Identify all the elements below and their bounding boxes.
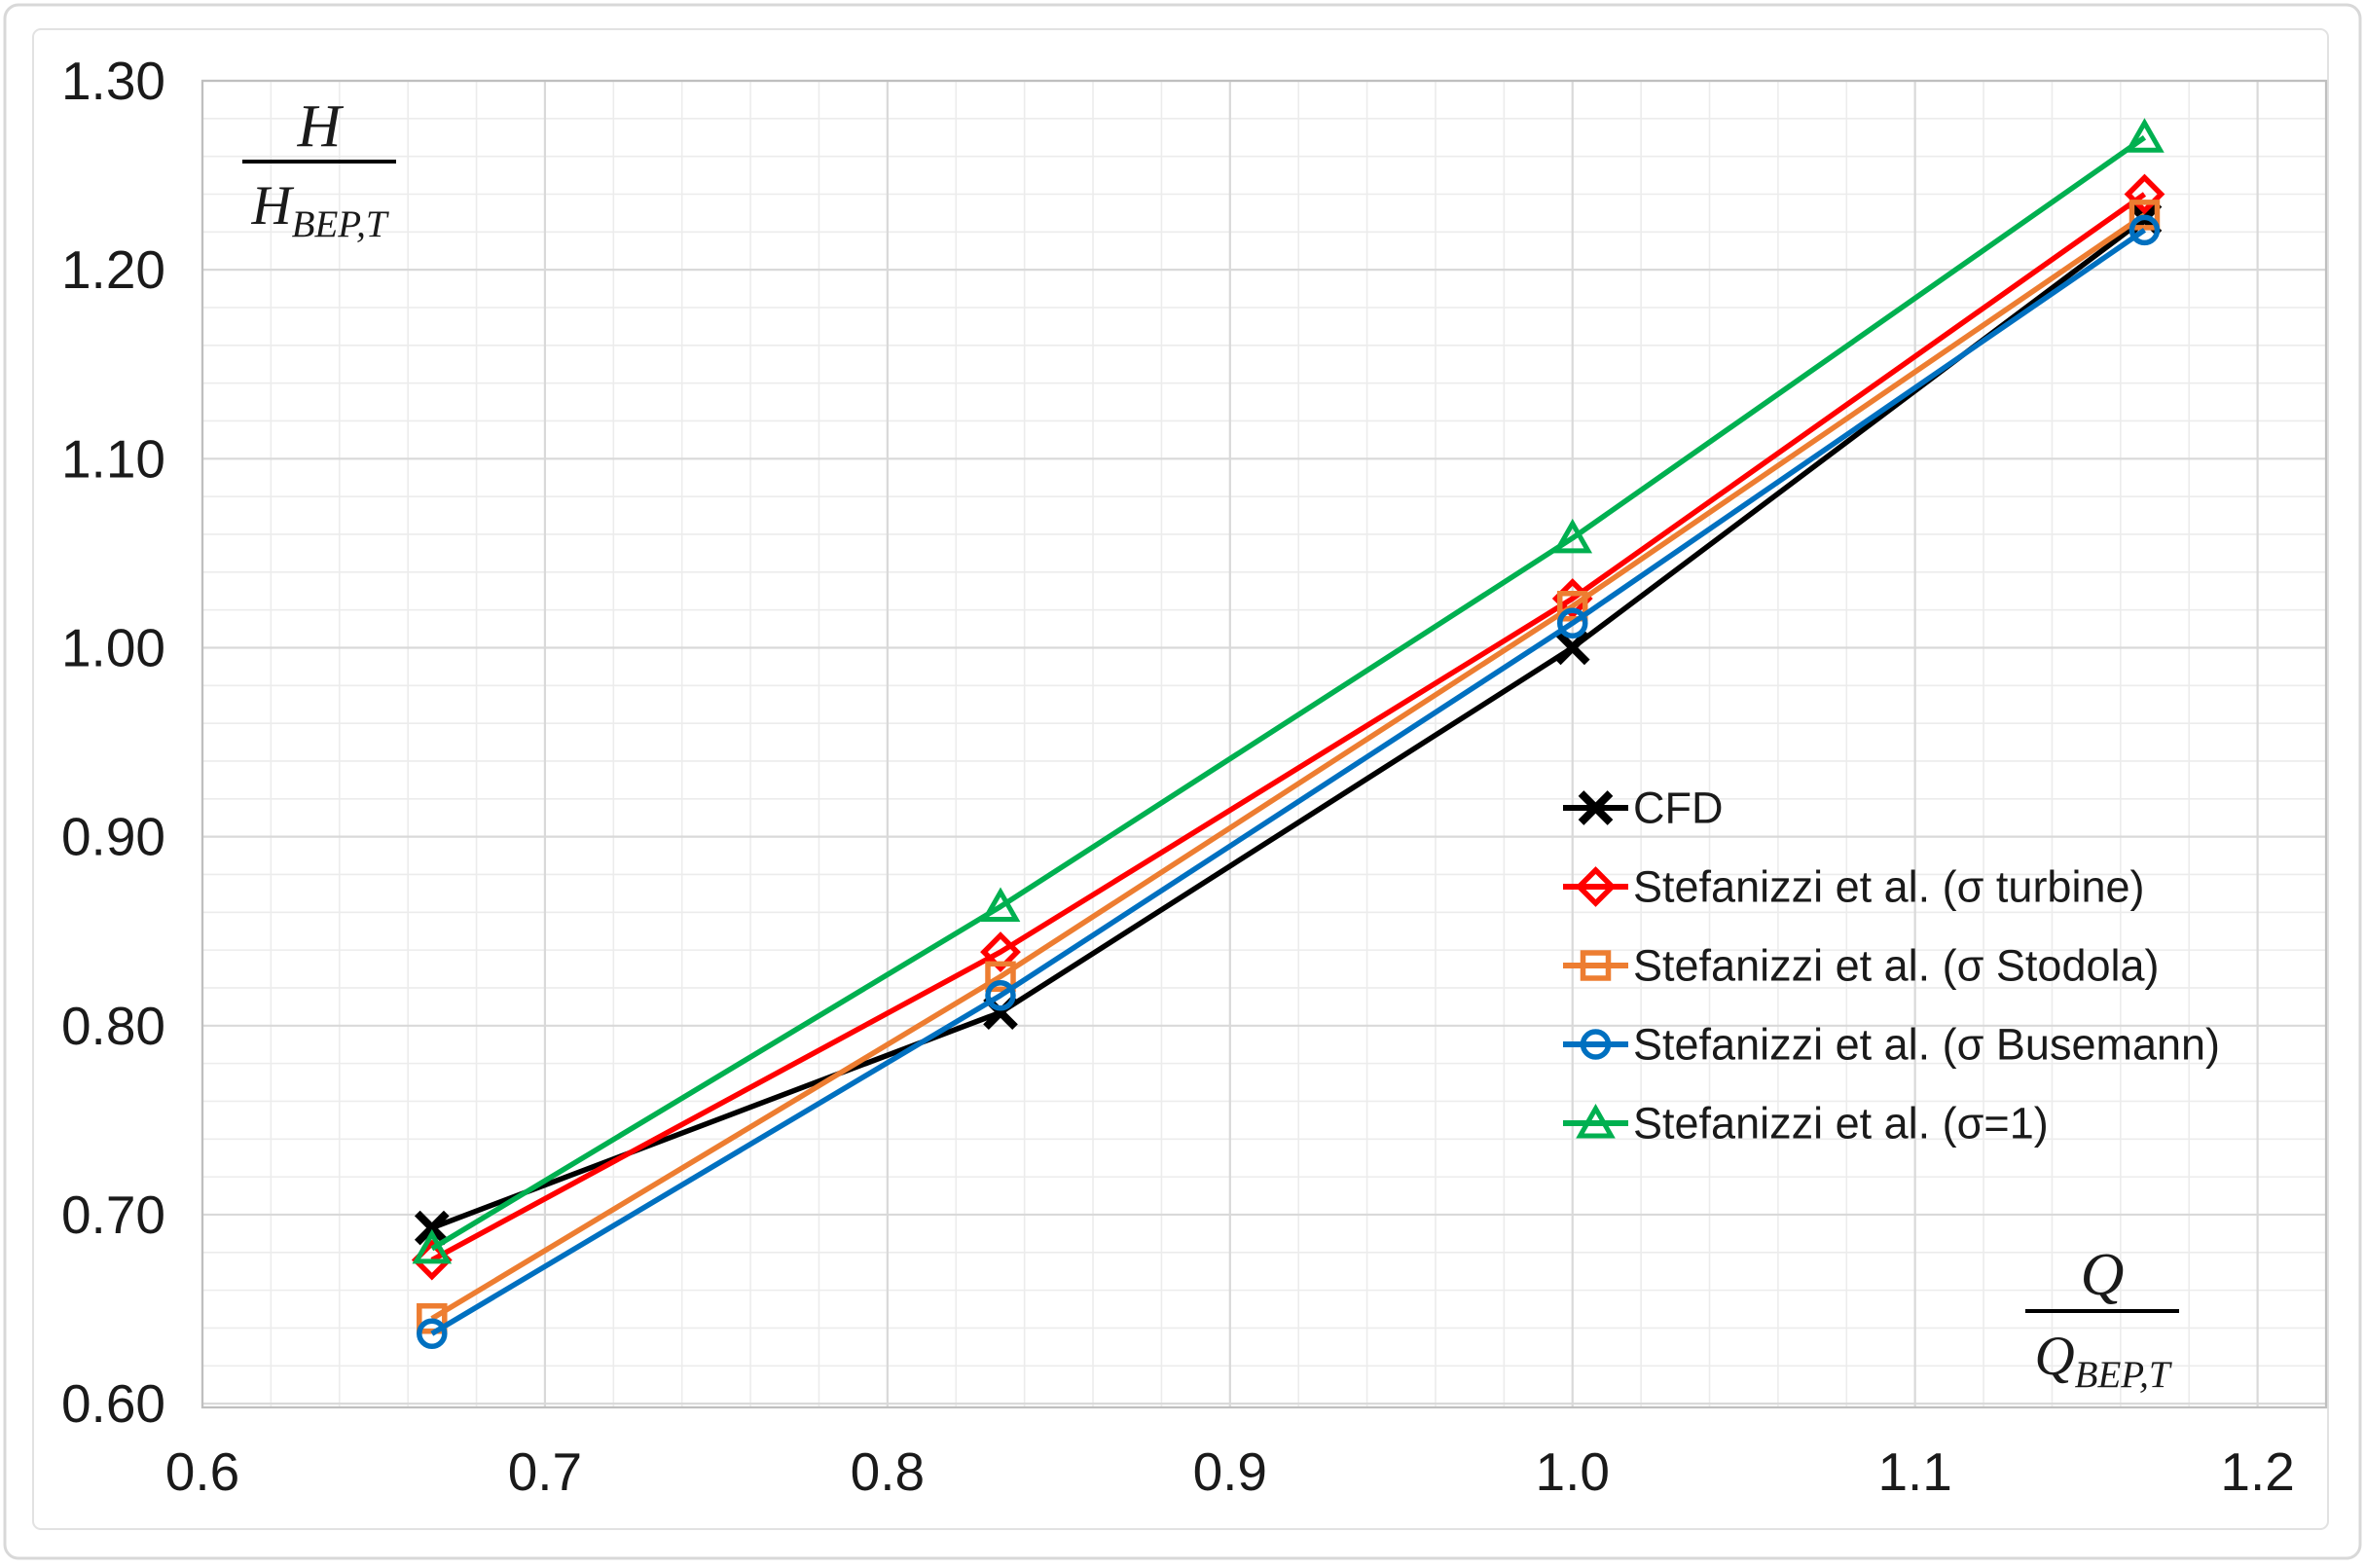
series-line-x xyxy=(430,216,2147,1231)
x-tick-label: 0.8 xyxy=(851,1441,925,1502)
y-tick-label: 0.80 xyxy=(61,996,165,1056)
data-point-x xyxy=(414,1210,450,1246)
y-tick-label: 1.30 xyxy=(61,51,165,111)
x-tick-label: 1.2 xyxy=(2220,1441,2294,1502)
data-point-triangle xyxy=(2125,118,2165,153)
x-tick-label: 0.6 xyxy=(165,1441,239,1502)
y-axis-title-numerator: H xyxy=(297,93,345,160)
y-tick-label: 0.60 xyxy=(61,1373,165,1434)
data-point-x xyxy=(1554,630,1590,666)
plot-border xyxy=(200,79,2328,1409)
legend-label: Stefanizzi et al. (σ turbine) xyxy=(1633,862,2145,912)
series-line-triangle xyxy=(430,134,2147,1252)
y-tick-label: 1.00 xyxy=(61,617,165,677)
y-tick-label: 0.90 xyxy=(61,807,165,867)
data-point-circle xyxy=(985,979,1016,1011)
series-line-circle xyxy=(430,228,2147,1336)
data-point-diamond xyxy=(980,931,1021,972)
data-point-circle xyxy=(2128,214,2161,246)
data-point-triangle xyxy=(412,1228,453,1264)
y-tick-label: 1.20 xyxy=(61,239,165,300)
data-point-diamond xyxy=(2124,173,2165,215)
data-point-circle xyxy=(1556,607,1588,638)
series-line-diamond xyxy=(430,192,2147,1262)
data-point-square xyxy=(1556,591,1588,622)
legend-marker-x xyxy=(1578,790,1614,825)
legend-label: CFD xyxy=(1633,784,1723,833)
y-tick-label: 1.10 xyxy=(61,428,165,489)
legend-label: Stefanizzi et al. (σ=1) xyxy=(1633,1099,2049,1149)
data-point-square xyxy=(985,961,1016,993)
x-tick-label: 0.7 xyxy=(508,1441,582,1502)
y-tick-label: 0.70 xyxy=(61,1185,165,1245)
legend-marker-square xyxy=(1580,950,1612,981)
x-axis-title-denominator: QBEP,T xyxy=(2034,1326,2171,1396)
legend-label: Stefanizzi et al. (σ Busemann) xyxy=(1633,1020,2220,1070)
series-line-square xyxy=(430,212,2147,1322)
legend-marker-diamond xyxy=(1575,866,1617,907)
y-axis-title-denominator: HBEP,T xyxy=(250,175,388,245)
x-axis-title-numerator: Q xyxy=(2081,1242,2125,1308)
legend-marker-circle xyxy=(1580,1029,1612,1060)
data-point-square xyxy=(2128,200,2161,231)
data-point-triangle xyxy=(980,887,1021,922)
data-point-triangle xyxy=(1552,518,1593,554)
legend-label: Stefanizzi et al. (σ Stodola) xyxy=(1633,941,2160,991)
data-point-circle xyxy=(417,1318,448,1350)
legend-marker-triangle xyxy=(1576,1103,1616,1139)
chart-frame xyxy=(32,28,2329,1530)
x-tick-label: 1.0 xyxy=(1536,1441,1610,1502)
x-tick-label: 1.1 xyxy=(1877,1441,1951,1502)
x-tick-label: 0.9 xyxy=(1193,1441,1267,1502)
